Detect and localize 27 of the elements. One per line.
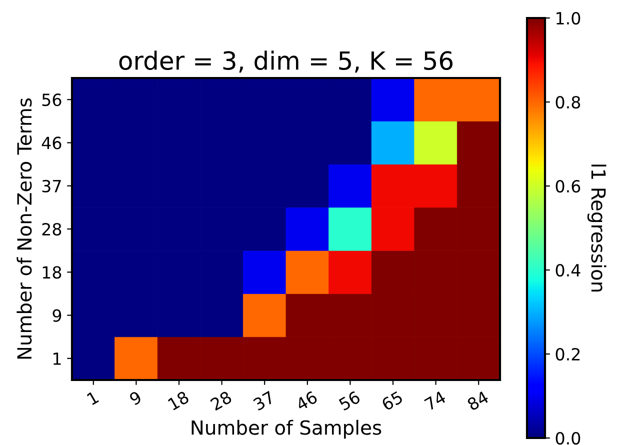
y-tick-label: 1 [54,352,61,365]
x-tick-label: 28 [210,390,232,411]
x-tick-label: 56 [338,390,361,411]
y-tick-label: 37 [42,180,61,192]
x-axis-title: Number of Samples [192,420,382,439]
color-bar-label: 0.0 [556,432,580,445]
chart-title: order = 3, dim = 5, K = 56 [119,50,453,73]
x-tick-label: 65 [380,390,404,411]
x-tick-label: 18 [168,390,190,411]
x-tick-label: 74 [424,390,446,411]
x-tick-label: 9 [128,390,142,406]
x-tick-label: 84 [466,390,490,411]
x-tick-label: 1 [86,390,99,406]
y-axis-title: Number of Non-Zero Terms [16,98,32,359]
y-tick-label: 18 [42,266,62,279]
y-tick-label: 9 [52,309,62,322]
color-bar-label: 1.0 [556,12,580,25]
y-tick-label: 28 [42,222,62,236]
x-tick-label: 37 [252,390,275,411]
color-bar-label: 0.8 [556,96,580,109]
color-bar-label: 0.2 [556,348,580,361]
y-tick-label: 46 [42,136,62,150]
color-bar-label: 0.6 [556,180,580,193]
y-tick-label: 56 [42,94,62,106]
x-tick-label: 46 [295,390,318,412]
color-bar-title: l1 Regression [587,164,606,292]
color-bar-label: 0.4 [556,264,580,277]
